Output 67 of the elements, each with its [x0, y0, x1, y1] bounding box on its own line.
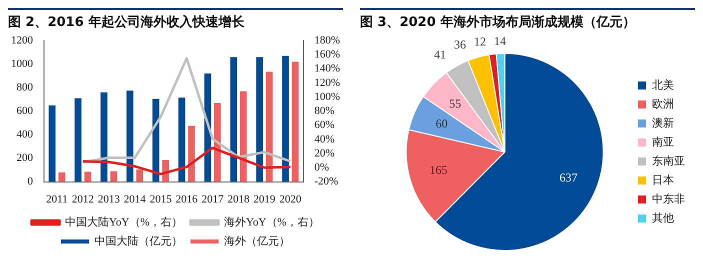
y2-tick-label: 160% — [314, 48, 340, 61]
x-tick-label: 2012 — [72, 193, 94, 206]
data-label: 12 — [474, 34, 486, 48]
bar — [48, 105, 56, 182]
x-tick-label: 2016 — [176, 193, 198, 206]
legend-label: 海外（亿元） — [224, 235, 290, 248]
y2-tick-label: 80% — [314, 105, 335, 118]
x-tick-label: 2014 — [124, 193, 146, 206]
bar — [230, 57, 238, 182]
bar — [136, 169, 144, 182]
legend-label: 中国大陆（亿元） — [94, 234, 182, 248]
bar — [256, 57, 263, 182]
y-tick-label: 0 — [28, 176, 34, 188]
legend-label: 日本 — [652, 173, 674, 186]
bar — [240, 91, 247, 182]
legend-label: 南亚 — [652, 135, 674, 148]
legend-label: 中东非 — [652, 192, 685, 206]
y2-tick-label: -20% — [314, 176, 338, 188]
y2-tick-label: 60% — [314, 119, 335, 132]
x-tick-label: 2011 — [46, 193, 68, 206]
y2-tick-label: 20% — [314, 147, 335, 160]
legend-label: 其他 — [652, 211, 674, 224]
y2-tick-label: 100% — [314, 90, 340, 103]
data-label: 60 — [436, 116, 448, 130]
y2-tick-label: 40% — [314, 133, 335, 146]
legend-label: 欧洲 — [652, 97, 674, 110]
x-tick-label: 2019 — [253, 193, 276, 206]
legend-label: 中国大陆YoY（%，右） — [65, 215, 183, 228]
x-tick-label: 2018 — [228, 193, 250, 206]
legend-label: 海外YoY（%，右） — [224, 216, 320, 228]
bar — [188, 126, 195, 182]
legend-label: 东南亚 — [652, 154, 685, 168]
bar — [178, 98, 186, 182]
bar — [84, 172, 92, 182]
bar — [126, 90, 134, 182]
data-label: 36 — [454, 38, 466, 52]
x-tick-label: 2013 — [98, 193, 120, 206]
data-label: 41 — [434, 48, 446, 62]
y2-tick-label: 180% — [314, 34, 340, 46]
chart-title: 图 3、2020 年海外市场布局渐成规模（亿元） — [360, 8, 695, 31]
y-tick-label: 600 — [16, 105, 34, 118]
bar — [214, 102, 221, 182]
bar — [266, 72, 273, 182]
y-tick-label: 800 — [16, 82, 34, 94]
x-tick-label: 2017 — [202, 193, 224, 206]
bar — [74, 98, 82, 182]
legend-label: 澳新 — [652, 116, 674, 130]
data-label: 637 — [559, 170, 578, 184]
bar — [100, 92, 108, 182]
y-tick-label: 1000 — [11, 58, 34, 70]
x-tick-label: 2015 — [150, 193, 172, 206]
data-label: 14 — [494, 34, 506, 48]
y-tick-label: 200 — [16, 152, 34, 164]
bar — [282, 56, 289, 182]
y-tick-label: 1200 — [11, 34, 34, 46]
bar — [58, 172, 66, 182]
chart-title: 图 2、2016 年起公司海外收入快速增长 — [8, 8, 343, 31]
bar — [110, 171, 118, 182]
bar — [292, 62, 299, 182]
data-label: 55 — [449, 96, 462, 110]
legend-label: 北美 — [652, 78, 674, 92]
y2-tick-label: 140% — [314, 62, 340, 75]
x-tick-label: 2020 — [279, 193, 302, 206]
y-tick-label: 400 — [16, 128, 34, 141]
y2-tick-label: 0% — [314, 162, 330, 174]
y2-tick-label: 120% — [314, 76, 340, 89]
data-label: 165 — [429, 163, 448, 178]
